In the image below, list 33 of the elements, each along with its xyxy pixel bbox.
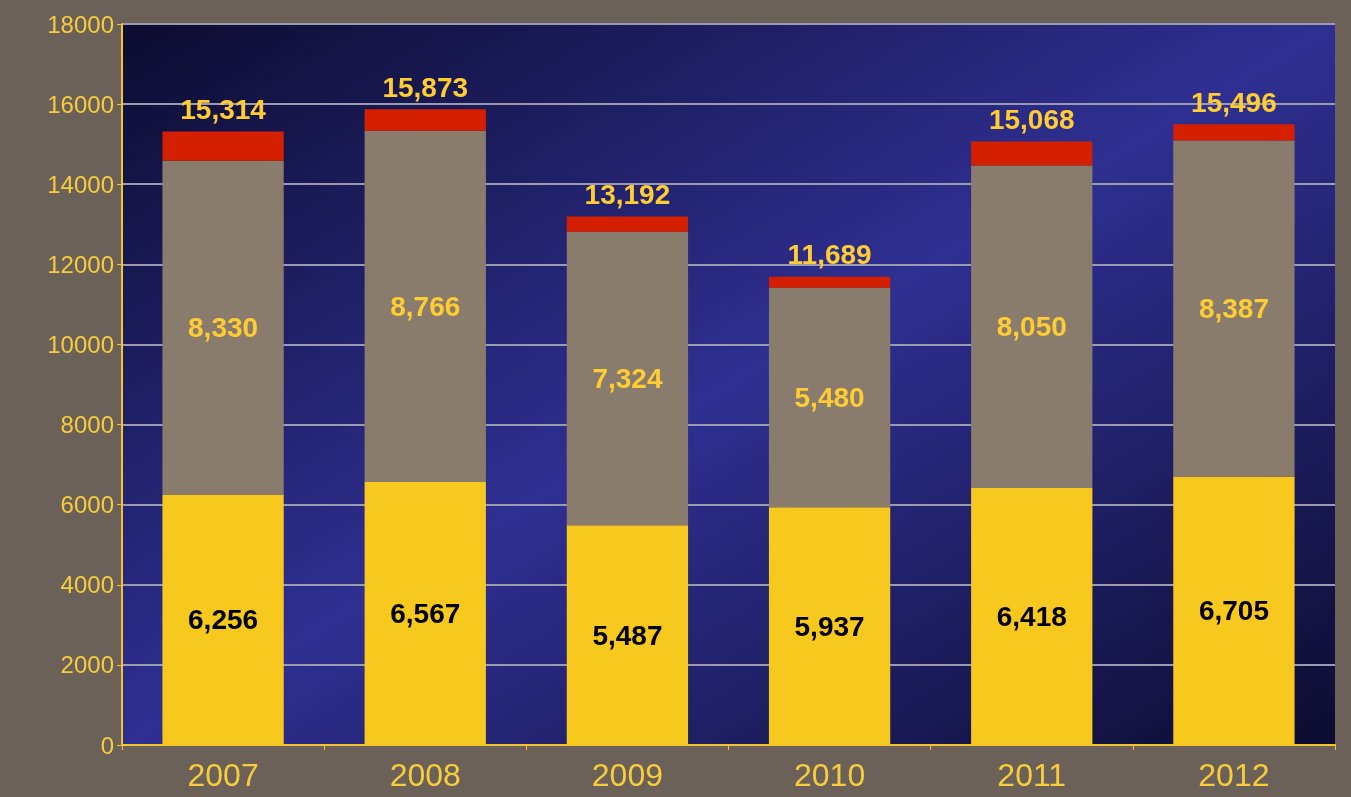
total-label: 15,496	[1191, 86, 1277, 118]
data-label: 5,937	[794, 610, 865, 642]
data-label: 8,387	[1198, 292, 1269, 324]
total-label: 15,068	[988, 103, 1075, 135]
y-tick-label: 16000	[47, 90, 114, 118]
y-tick-label: 12000	[47, 250, 114, 278]
y-tick-label: 2000	[60, 651, 114, 679]
x-tick-label: 2011	[997, 757, 1067, 793]
data-label: 8,050	[996, 311, 1067, 343]
total-label: 11,689	[787, 239, 872, 271]
y-tick-label: 4000	[60, 571, 114, 599]
y-tick-label: 10000	[47, 330, 114, 358]
y-tick-label: 6000	[60, 491, 114, 519]
data-label: 6,567	[390, 597, 461, 629]
data-label: 6,256	[188, 604, 259, 636]
y-tick-label: 0	[100, 731, 114, 759]
x-tick-label: 2009	[591, 757, 664, 793]
x-tick-label: 2012	[1198, 757, 1270, 793]
data-label: 7,324	[592, 363, 663, 395]
data-label: 6,418	[996, 600, 1067, 632]
total-label: 13,192	[584, 179, 671, 211]
data-label: 5,487	[592, 619, 663, 651]
data-label: 5,480	[794, 381, 865, 413]
y-tick-label: 14000	[47, 170, 114, 198]
total-label: 15,873	[382, 71, 469, 103]
x-tick-label: 2008	[389, 757, 461, 793]
y-tick-label: 8000	[60, 411, 114, 439]
data-label: 6,705	[1198, 595, 1269, 627]
x-tick-label: 2007	[187, 757, 259, 793]
y-tick-label: 18000	[47, 10, 114, 38]
x-tick-label: 2010	[793, 757, 866, 793]
data-label: 8,766	[390, 290, 461, 322]
data-label: 8,330	[188, 312, 259, 344]
